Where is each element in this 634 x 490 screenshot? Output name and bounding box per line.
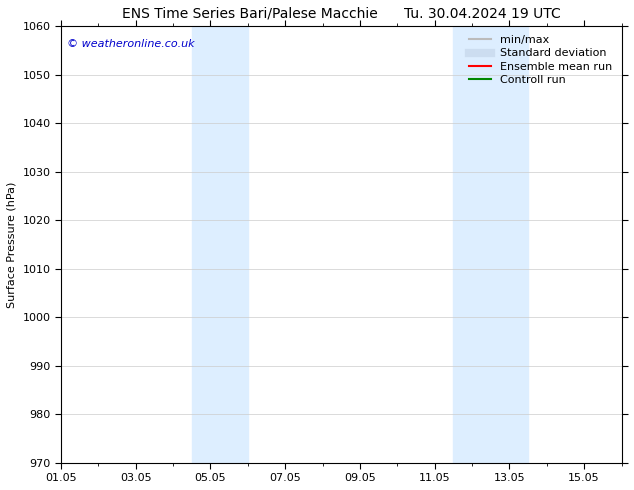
Text: © weatheronline.co.uk: © weatheronline.co.uk — [67, 39, 194, 49]
Bar — [453, 26, 528, 463]
Bar — [192, 26, 248, 463]
Title: ENS Time Series Bari/Palese Macchie      Tu. 30.04.2024 19 UTC: ENS Time Series Bari/Palese Macchie Tu. … — [122, 7, 560, 21]
Y-axis label: Surface Pressure (hPa): Surface Pressure (hPa) — [7, 181, 17, 308]
Legend: min/max, Standard deviation, Ensemble mean run, Controll run: min/max, Standard deviation, Ensemble me… — [465, 31, 617, 90]
